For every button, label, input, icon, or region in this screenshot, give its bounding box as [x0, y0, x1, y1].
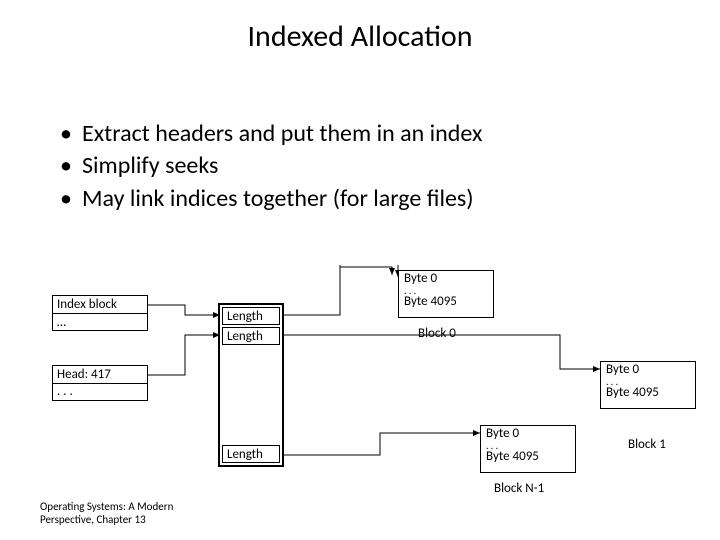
- index-block-label: Index block: [53, 296, 147, 314]
- bullet-item: Simplify seeks: [60, 150, 482, 182]
- block-0-byte-bottom: Byte 4095: [404, 295, 488, 309]
- block-1: Byte 0 . . . Byte 4095: [600, 361, 696, 409]
- block-n-byte-bottom: Byte 4095: [486, 450, 570, 464]
- block-0-label: Block 0: [418, 326, 456, 341]
- block-1-byte-bottom: Byte 4095: [606, 386, 690, 400]
- footer: Operating Systems: A Modern Perspective,…: [40, 500, 173, 526]
- block-n: Byte 0 . . . Byte 4095: [480, 425, 576, 473]
- head-label: Head: 417: [53, 366, 147, 384]
- block-0-byte-top: Byte 0: [404, 272, 488, 286]
- length-cell-1: Length: [222, 327, 280, 345]
- head-box: Head: 417 . . .: [52, 365, 148, 401]
- block-1-byte-top: Byte 0: [606, 363, 690, 377]
- block-n-byte-top: Byte 0: [486, 427, 570, 441]
- index-block-ellipsis: …: [53, 314, 147, 331]
- bullet-item: Extract headers and put them in an index: [60, 118, 482, 150]
- block-n-label: Block N-1: [494, 481, 544, 496]
- bullet-item: May link indices together (for large fil…: [60, 183, 482, 215]
- page-title: Indexed Allocation: [0, 18, 720, 55]
- block-0: Byte 0 . . . Byte 4095: [398, 270, 494, 318]
- bullet-list: Extract headers and put them in an index…: [60, 118, 482, 215]
- footer-line-2: Perspective, Chapter 13: [40, 513, 173, 526]
- diagram: Index block … Head: 417 . . . Length Len…: [0, 265, 720, 535]
- length-cell-n: Length: [222, 445, 280, 463]
- head-ellipsis: . . .: [53, 384, 147, 399]
- index-block-box: Index block …: [52, 295, 148, 331]
- block-1-label: Block 1: [628, 437, 666, 452]
- footer-line-1: Operating Systems: A Modern: [40, 500, 173, 513]
- length-cell-0: Length: [222, 307, 280, 325]
